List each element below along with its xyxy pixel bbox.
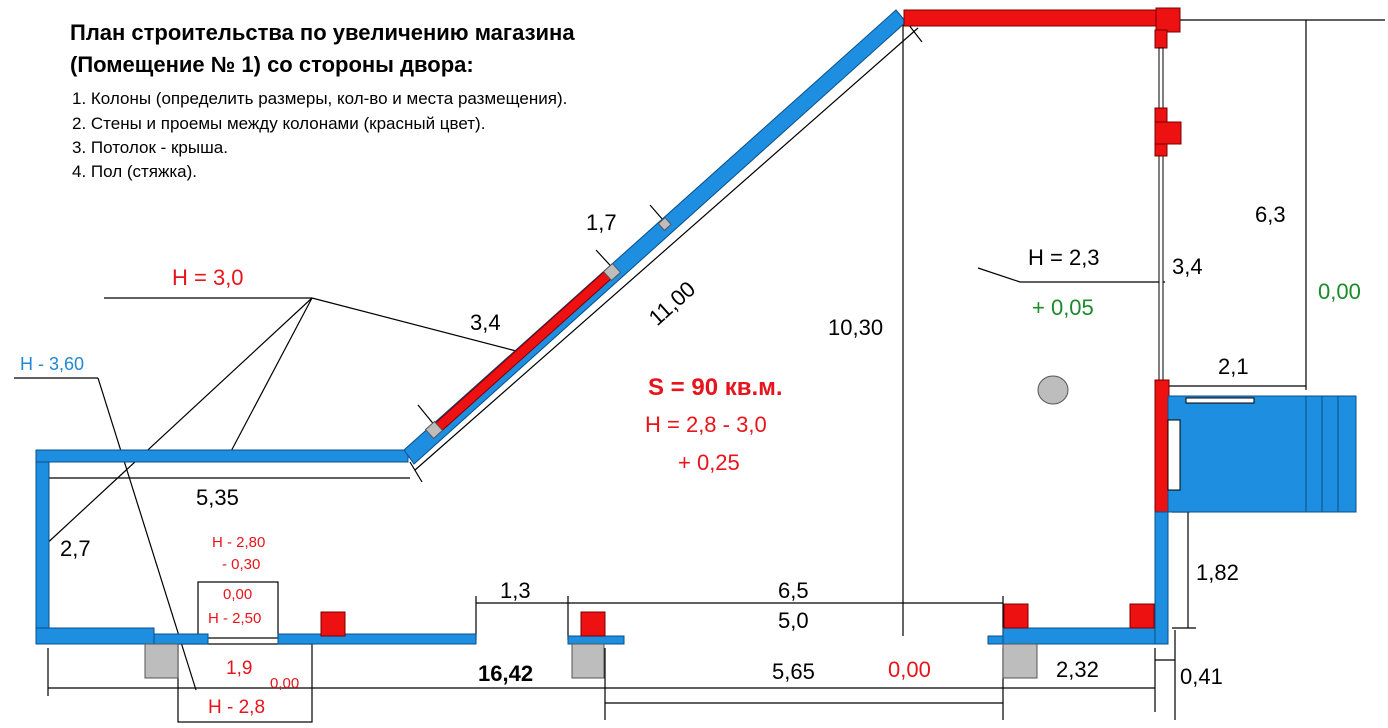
label-zero-right: 0,00 (1318, 279, 1361, 304)
dim-1-7: 1,7 (586, 210, 617, 235)
wall-top-left (35, 449, 409, 463)
dim-3-4-right: 3,4 (1172, 254, 1203, 279)
label-h-2-50: H - 2,50 (208, 610, 261, 627)
column-bottom-3 (1003, 603, 1029, 629)
dim-10-30: 10,30 (828, 315, 883, 340)
dim-5-0: 5,0 (778, 608, 809, 633)
dim-2-7: 2,7 (60, 536, 91, 561)
label-h-2-8-3-0: H = 2,8 - 3,0 (645, 412, 767, 437)
label-minus-0-30: - 0,30 (222, 556, 260, 573)
walls (35, 7, 1357, 679)
dim-1-82: 1,82 (1196, 560, 1239, 585)
annex-block (1167, 395, 1357, 513)
wall-right-thin (1158, 47, 1164, 383)
label-zero-a: 0,00 (223, 586, 252, 603)
note-2: 2. Стены и проемы между колонами (красны… (72, 114, 485, 133)
note-4: 4. Пол (стяжка). (72, 162, 197, 181)
wall-bottom-4 (567, 635, 625, 645)
dim-0-41: 0,41 (1180, 664, 1223, 689)
diagonal-joint-1 (424, 420, 444, 440)
column-right-mid-cap (1154, 121, 1182, 145)
label-h-2-80: H - 2,80 (212, 534, 265, 551)
dim-1-3: 1,3 (500, 578, 531, 603)
wall-right-red (1154, 379, 1170, 513)
wall-bottom-1 (35, 627, 155, 645)
column-bottom-4 (1129, 603, 1155, 629)
column-top-right-base (1154, 29, 1168, 49)
dim-5-65: 5,65 (772, 659, 815, 684)
wall-bottom-5 (987, 635, 1005, 645)
dim-6-5: 6,5 (778, 578, 809, 603)
diagonal-joint-3 (657, 216, 672, 232)
dimension-lines (14, 19, 1385, 723)
label-h-2-3: H = 2,3 (1028, 245, 1100, 270)
dim-5-35: 5,35 (196, 485, 239, 510)
label-h-3-60: H - 3,60 (20, 354, 84, 374)
label-h-2-8: H - 2,8 (208, 697, 265, 718)
dim-6-3: 6,3 (1255, 202, 1286, 227)
label-zero-bottom: 0,00 (888, 657, 931, 682)
label-one-nine: 1,9 (226, 658, 252, 679)
label-zero-b: 0,00 (270, 675, 299, 692)
annex-window (1185, 397, 1255, 404)
label-h-3-0: H = 3,0 (172, 265, 244, 290)
wall-top-red (903, 9, 1159, 27)
dim-3-4-diagonal: 3,4 (470, 310, 501, 335)
dim-16-42: 16,42 (478, 661, 533, 686)
label-plus-0-25: + 0,25 (678, 450, 740, 475)
label-area: S = 90 кв.м. (648, 374, 783, 401)
wall-right-lower (1154, 511, 1169, 645)
note-3: 3. Потолок - крыша. (72, 138, 228, 157)
diagonal-joint-2 (602, 262, 622, 282)
wall-left (35, 449, 50, 645)
footing-3 (1002, 643, 1038, 679)
note-1: 1. Колоны (определить размеры, кол-во и … (72, 89, 567, 108)
footing-2 (571, 643, 605, 679)
annex-door (1167, 419, 1181, 491)
column-bottom-1 (320, 611, 346, 637)
floor-drain (1037, 375, 1069, 405)
column-bottom-2 (580, 611, 606, 637)
wall-bottom-2 (153, 633, 209, 645)
dim-2-1: 2,1 (1218, 354, 1249, 379)
plan-title-line2: (Помещение № 1) со стороны двора: (70, 52, 474, 77)
dim-2-32: 2,32 (1056, 657, 1099, 682)
footing-1 (144, 643, 179, 679)
dim-11-00: 11,00 (644, 276, 700, 330)
column-top-right (1155, 7, 1181, 33)
wall-bottom-6 (1002, 627, 1156, 645)
plan-title-line1: План строительства по увеличению магазин… (70, 20, 575, 45)
label-plus-0-05: + 0,05 (1032, 295, 1094, 320)
wall-bottom-3 (277, 633, 477, 645)
wall-diagonal-red-segment (429, 269, 613, 437)
